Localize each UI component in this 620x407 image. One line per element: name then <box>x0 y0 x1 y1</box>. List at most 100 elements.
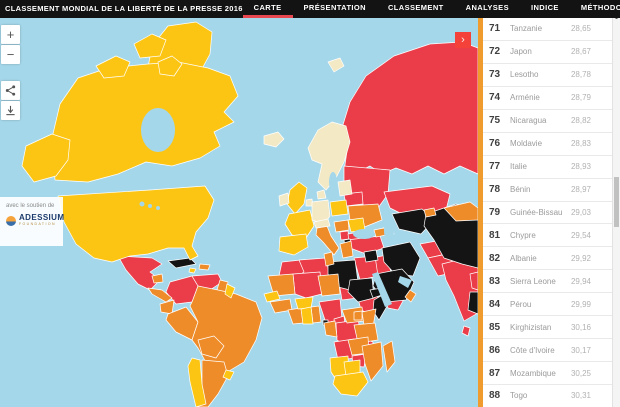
main-nav: CARTE PRÉSENTATION CLASSEMENT ANALYSES INDIC… <box>243 0 620 18</box>
zoom-in-button[interactable]: + <box>1 25 20 44</box>
country-score: 29,92 <box>570 253 591 263</box>
ranking-row[interactable]: 76 Moldavie 28,83 <box>483 132 612 156</box>
country-name: Arménie <box>510 93 540 103</box>
country-score: 28,67 <box>570 47 591 57</box>
rank-number: 79 <box>489 206 501 218</box>
ranking-row[interactable]: 72 Japon 28,67 <box>483 40 612 64</box>
nav-item-indice[interactable]: INDICE <box>531 3 559 12</box>
rank-number: 77 <box>489 161 501 173</box>
page-title: CLASSEMENT MONDIAL DE LA LIBERTÉ DE LA P… <box>5 4 243 13</box>
rank-number: 72 <box>489 46 501 58</box>
panel-toggle-button[interactable]: › <box>455 32 471 48</box>
country-name: Moldavie <box>510 139 543 149</box>
country-name: Japon <box>510 47 532 57</box>
country-score: 28,97 <box>570 185 591 195</box>
country-name: Guinée-Bissau <box>510 207 563 217</box>
map-water-overlays <box>139 108 412 307</box>
ranking-row[interactable]: 81 Chypre 29,54 <box>483 224 612 248</box>
country-score: 28,83 <box>570 139 591 149</box>
country-score: 29,94 <box>570 276 591 286</box>
map-controls: + − <box>1 25 20 120</box>
rank-number: 71 <box>489 23 501 35</box>
scrollbar-thumb[interactable] <box>614 177 619 227</box>
share-button[interactable] <box>1 81 20 100</box>
nav-item-classement[interactable]: CLASSEMENT <box>387 3 444 12</box>
country-score: 30,25 <box>570 368 591 378</box>
rank-number: 82 <box>489 252 501 264</box>
rank-number: 73 <box>489 69 501 81</box>
country-name: Chypre <box>510 230 536 240</box>
rank-number: 85 <box>489 321 501 333</box>
sponsor-subtitle: FOUNDATION <box>19 222 56 226</box>
map-region-problematic[interactable] <box>147 201 479 407</box>
top-nav-bar: CLASSEMENT MONDIAL DE LA LIBERTÉ DE LA P… <box>0 0 620 18</box>
country-name: Lesotho <box>510 70 539 80</box>
rank-number: 76 <box>489 138 501 150</box>
country-score: 28,93 <box>570 162 591 172</box>
map-region-good[interactable] <box>263 57 353 229</box>
download-button[interactable] <box>1 101 20 120</box>
rank-number: 83 <box>489 275 501 287</box>
ranking-row[interactable]: 75 Nicaragua 28,82 <box>483 109 612 133</box>
nav-item-méthodologie[interactable]: MÉTHODOLOGIE <box>580 3 620 12</box>
country-score: 29,54 <box>570 230 591 240</box>
adessium-sun-icon <box>6 215 16 226</box>
country-name: Pérou <box>510 299 532 309</box>
chevron-right-icon: › <box>461 33 465 46</box>
ranking-row[interactable]: 88 Togo 30,31 <box>483 385 612 407</box>
nav-item-présentation[interactable]: PRÉSENTATION <box>303 3 366 12</box>
zoom-out-button[interactable]: − <box>1 45 20 64</box>
country-name: Kirghizistan <box>510 322 552 332</box>
download-icon <box>1 105 20 116</box>
country-score: 29,99 <box>570 299 591 309</box>
rank-number: 81 <box>489 229 501 241</box>
country-score: 28,78 <box>570 70 591 80</box>
ranking-row[interactable]: 84 Pérou 29,99 <box>483 293 612 317</box>
sponsor-intro: avec le soutien de <box>6 203 55 209</box>
country-name: Tanzanie <box>510 24 543 34</box>
country-name: Italie <box>510 162 527 172</box>
ranking-row[interactable]: 83 Sierra Leone 29,94 <box>483 270 612 294</box>
country-score: 30,17 <box>570 345 591 355</box>
share-icon <box>1 85 20 96</box>
country-name: Côte d'Ivoire <box>510 345 555 355</box>
ranking-row[interactable]: 79 Guinée-Bissau 29,03 <box>483 201 612 225</box>
panel-scrollbar[interactable]: ▴ <box>612 15 620 407</box>
country-score: 29,03 <box>570 207 591 217</box>
rank-number: 78 <box>489 184 501 196</box>
ranking-row[interactable]: 77 Italie 28,93 <box>483 155 612 179</box>
ranking-row[interactable]: 86 Côte d'Ivoire 30,17 <box>483 339 612 363</box>
nav-item-analyses[interactable]: ANALYSES <box>465 3 509 12</box>
country-name: Mozambique <box>510 368 556 378</box>
country-name: Togo <box>510 391 528 401</box>
ranking-row[interactable]: 78 Bénin 28,97 <box>483 178 612 202</box>
country-score: 28,65 <box>570 24 591 34</box>
ranking-row[interactable]: 82 Albanie 29,92 <box>483 247 612 271</box>
country-score: 28,79 <box>570 93 591 103</box>
sponsor-name: ADESSIUM <box>19 213 65 222</box>
ranking-row[interactable]: 74 Arménie 28,79 <box>483 86 612 110</box>
rank-number: 75 <box>489 115 501 127</box>
rank-number: 87 <box>489 367 501 379</box>
ranking-panel: 71 Tanzanie 28,65 72 Japon 28,67 73 Leso… <box>478 15 620 407</box>
rank-number: 88 <box>489 390 501 402</box>
country-score: 30,16 <box>570 322 591 332</box>
country-score: 28,82 <box>570 116 591 126</box>
rank-number: 86 <box>489 344 501 356</box>
country-score: 30,31 <box>570 391 591 401</box>
ranking-rows: 71 Tanzanie 28,65 72 Japon 28,67 73 Leso… <box>483 18 612 407</box>
country-name: Sierra Leone <box>510 276 556 286</box>
country-name: Nicaragua <box>510 116 547 126</box>
scrollbar-top-icon: ▴ <box>615 15 618 21</box>
nav-item-carte[interactable]: CARTE <box>243 0 293 18</box>
country-name: Albanie <box>510 253 537 263</box>
sponsor-box: avec le soutien de ADESSIUM FOUNDATION <box>0 197 64 246</box>
rank-number: 74 <box>489 92 501 104</box>
rank-number: 84 <box>489 298 501 310</box>
ranking-row[interactable]: 87 Mozambique 30,25 <box>483 362 612 385</box>
ranking-row[interactable]: 73 Lesotho 28,78 <box>483 63 612 87</box>
sponsor-logo-link[interactable]: ADESSIUM FOUNDATION <box>6 214 64 227</box>
ranking-row[interactable]: 71 Tanzanie 28,65 <box>483 18 612 41</box>
ranking-row[interactable]: 85 Kirghizistan 30,16 <box>483 316 612 340</box>
